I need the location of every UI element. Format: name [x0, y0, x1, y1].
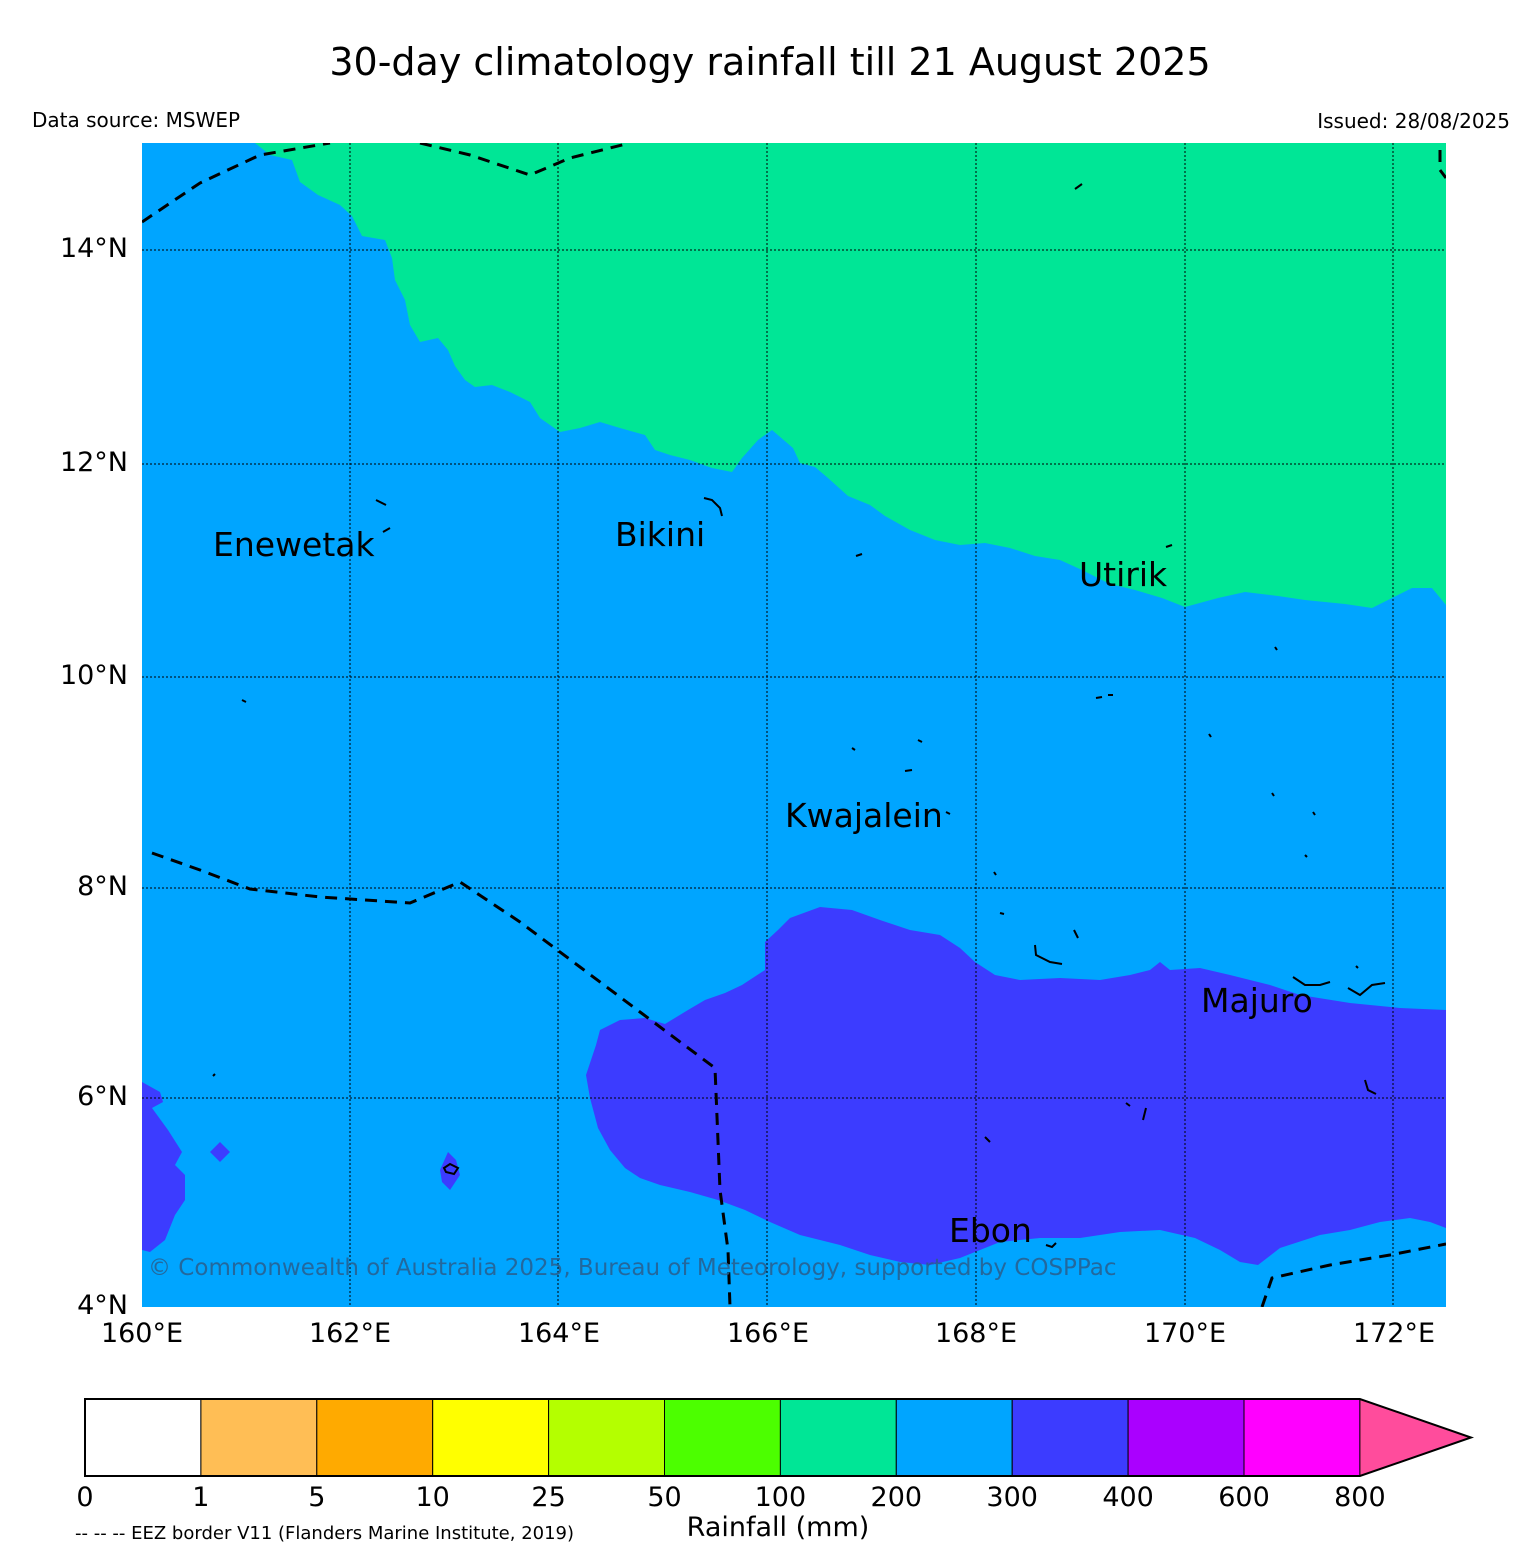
colorbar-tick-label: 1 [192, 1482, 210, 1513]
colorbar-segment [664, 1398, 781, 1477]
colorbar-segment [316, 1398, 434, 1477]
lat-label-4n: 4°N [77, 1290, 128, 1321]
colorbar-tick-label: 100 [754, 1482, 807, 1513]
lon-label-166e: 166°E [726, 1318, 810, 1349]
colorbar-tick-label: 50 [647, 1482, 682, 1513]
rain-zone-300-400 [586, 907, 1446, 1265]
colorbar-segment [432, 1398, 550, 1477]
island-outlines [212, 183, 1386, 1249]
colorbar-tick-label: 5 [308, 1482, 326, 1513]
lat-label-6n: 6°N [77, 1081, 128, 1112]
data-source-label: Data source: MSWEP [32, 108, 241, 132]
colorbar-title: Rainfall (mm) [686, 1512, 870, 1543]
colorbar-tick-label: 10 [415, 1482, 450, 1513]
place-enewetak: Enewetak [213, 525, 375, 564]
place-utirik: Utirik [1079, 555, 1168, 594]
lat-label-12n: 12°N [59, 447, 128, 478]
lon-label-164e: 164°E [517, 1318, 601, 1349]
rain-zone-300-400-small [210, 1142, 230, 1162]
colorbar-tick-label: 0 [76, 1482, 94, 1513]
lon-label-162e: 162°E [308, 1318, 392, 1349]
colorbar-tick-label: 25 [531, 1482, 566, 1513]
colorbar [84, 1398, 1475, 1477]
eez-border [142, 143, 1446, 1307]
colorbar-tick-label: 200 [870, 1482, 923, 1513]
rain-zone-100-200 [255, 143, 1446, 608]
colorbar-segment [1011, 1398, 1129, 1477]
place-kwajalein: Kwajalein [785, 796, 943, 835]
eez-legend-note: -- -- -- EEZ border V11 (Flanders Marine… [75, 1523, 575, 1544]
copyright-notice: © Commonwealth of Australia 2025, Bureau… [148, 1255, 1117, 1281]
issued-date-label: Issued: 28/08/2025 [1317, 109, 1510, 133]
colorbar-segment [1243, 1398, 1361, 1477]
place-bikini: Bikini [615, 515, 706, 554]
colorbar-extend-arrow [1359, 1398, 1473, 1477]
lon-label-172e: 172°E [1352, 1318, 1436, 1349]
colorbar-segment [1127, 1398, 1245, 1477]
grid-lines [142, 143, 1446, 1307]
colorbar-segment [895, 1398, 1013, 1477]
lon-label-160e: 160°E [100, 1318, 184, 1349]
lon-label-170e: 170°E [1143, 1318, 1227, 1349]
rain-zone-300-400-small [440, 1152, 460, 1190]
colorbar-outline [84, 1398, 1475, 1477]
map-title: 30-day climatology rainfall till 21 Augu… [329, 40, 1211, 84]
colorbar-segment [84, 1398, 202, 1477]
rain-zone-300-400-west [142, 1082, 185, 1252]
lat-label-8n: 8°N [77, 871, 128, 902]
map-area [142, 143, 1446, 1307]
place-majuro: Majuro [1201, 981, 1313, 1020]
colorbar-segment [779, 1398, 897, 1477]
place-ebon: Ebon [949, 1211, 1032, 1250]
colorbar-segment [200, 1398, 318, 1477]
colorbar-tick-label: 300 [986, 1482, 1038, 1513]
colorbar-segment [548, 1398, 665, 1477]
lat-label-14n: 14°N [59, 233, 128, 264]
lon-label-168e: 168°E [934, 1318, 1018, 1349]
colorbar-tick-label: 400 [1102, 1482, 1154, 1513]
colorbar-tick-label: 800 [1334, 1482, 1386, 1513]
lat-label-10n: 10°N [59, 660, 128, 691]
colorbar-tick-label: 600 [1218, 1482, 1270, 1513]
